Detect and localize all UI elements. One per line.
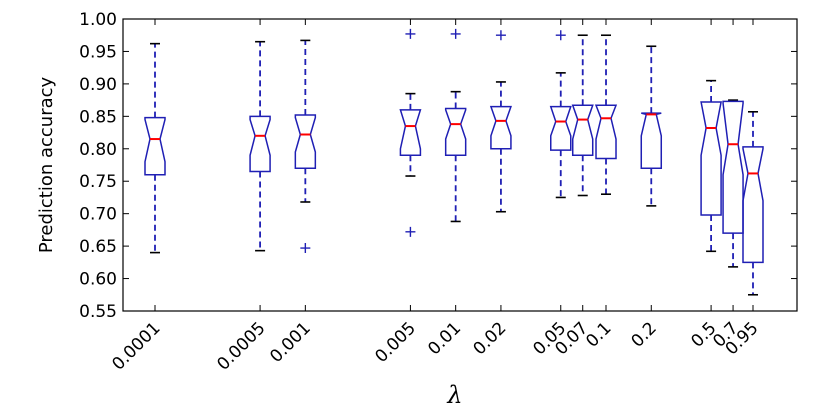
outlier-marker: [495, 30, 506, 41]
y-tick-label: 0.95: [79, 42, 117, 62]
x-tick-label: 0.001: [266, 318, 315, 367]
notched-box: [571, 104, 594, 157]
y-tick-label: 0.60: [79, 270, 117, 290]
x-tick-label: 0.1: [582, 318, 615, 351]
x-tick-label: 0.01: [424, 318, 465, 359]
y-tick-label: 0.90: [79, 75, 117, 95]
notched-box: [700, 101, 723, 216]
y-tick-label: 0.70: [79, 205, 117, 225]
notched-box: [549, 105, 572, 151]
box-0.5: [700, 79, 723, 253]
outlier-marker: [450, 28, 461, 39]
box-0.001: [294, 39, 317, 254]
box-0.02: [489, 30, 512, 213]
y-axis-label: Prediction accuracy: [36, 76, 57, 253]
notched-box: [722, 100, 744, 234]
box-series: [144, 28, 764, 296]
notched-box: [742, 146, 764, 264]
notched-box: [489, 105, 512, 150]
notched-box: [144, 116, 166, 176]
box-0.7: [722, 99, 744, 268]
outlier-marker: [405, 28, 416, 39]
plot-frame: [122, 18, 798, 312]
notched-box: [594, 104, 618, 160]
box-0.01: [444, 28, 467, 223]
box-0.1: [594, 34, 618, 195]
y-tick-label: 0.65: [79, 237, 117, 257]
box-0.2: [640, 45, 663, 207]
notched-box: [294, 114, 317, 169]
box-0.005: [399, 28, 422, 237]
y-tick-label: 0.85: [79, 107, 117, 127]
y-tick-label: 0.75: [79, 172, 117, 192]
x-tick-label: 0.0001: [108, 318, 164, 374]
plot-area: [122, 18, 798, 312]
x-tick-label: 0.02: [470, 318, 511, 359]
x-tick-label: 0.2: [628, 318, 661, 351]
y-tick-label: 0.80: [79, 140, 117, 160]
outlier-marker: [300, 243, 311, 254]
box-0.0001: [144, 42, 166, 254]
x-tick-label: 0.005: [371, 318, 420, 367]
y-axis-ticks: 0.55 0.60 0.65 0.70 0.75 0.80 0.85 0.90 0.95 1.00: [79, 10, 797, 322]
box-0.05: [549, 30, 572, 199]
notched-box: [399, 109, 422, 157]
x-axis-label: λ: [446, 381, 462, 409]
y-tick-label: 1.00: [79, 10, 117, 30]
x-tick-label: 0.0005: [213, 318, 269, 374]
y-tick-label: 0.55: [79, 302, 117, 322]
notched-box: [640, 112, 663, 169]
notched-box: [249, 115, 271, 173]
box-0.07: [571, 34, 594, 197]
notched-box: [444, 107, 467, 157]
box-0.95: [742, 110, 764, 296]
box-0.0005: [249, 40, 271, 252]
outlier-marker: [555, 30, 566, 41]
outlier-marker: [405, 226, 416, 237]
